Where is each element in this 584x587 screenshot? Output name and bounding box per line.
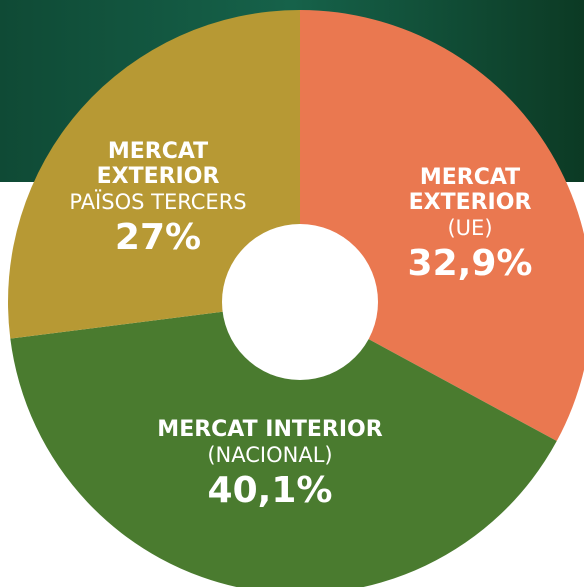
slice-label: MERCAT INTERIOR xyxy=(157,417,382,442)
slice xyxy=(10,302,557,587)
slice-sublabel: (NACIONAL) xyxy=(207,443,332,467)
slice-label: MERCAT xyxy=(108,139,208,164)
slice-value-label: 27% xyxy=(115,217,201,258)
slice-sublabel: PAÏSOS TERCERS xyxy=(69,189,246,214)
slice-value-label: 40,1% xyxy=(208,470,333,511)
slice-label: EXTERIOR xyxy=(409,190,532,215)
slice-label: MERCAT xyxy=(420,165,520,190)
slice-sublabel: (UE) xyxy=(447,216,492,240)
slice-label: EXTERIOR xyxy=(97,164,220,189)
donut-hole xyxy=(222,224,378,380)
slice xyxy=(7,10,300,339)
slice-value-label: 32,9% xyxy=(408,243,533,284)
